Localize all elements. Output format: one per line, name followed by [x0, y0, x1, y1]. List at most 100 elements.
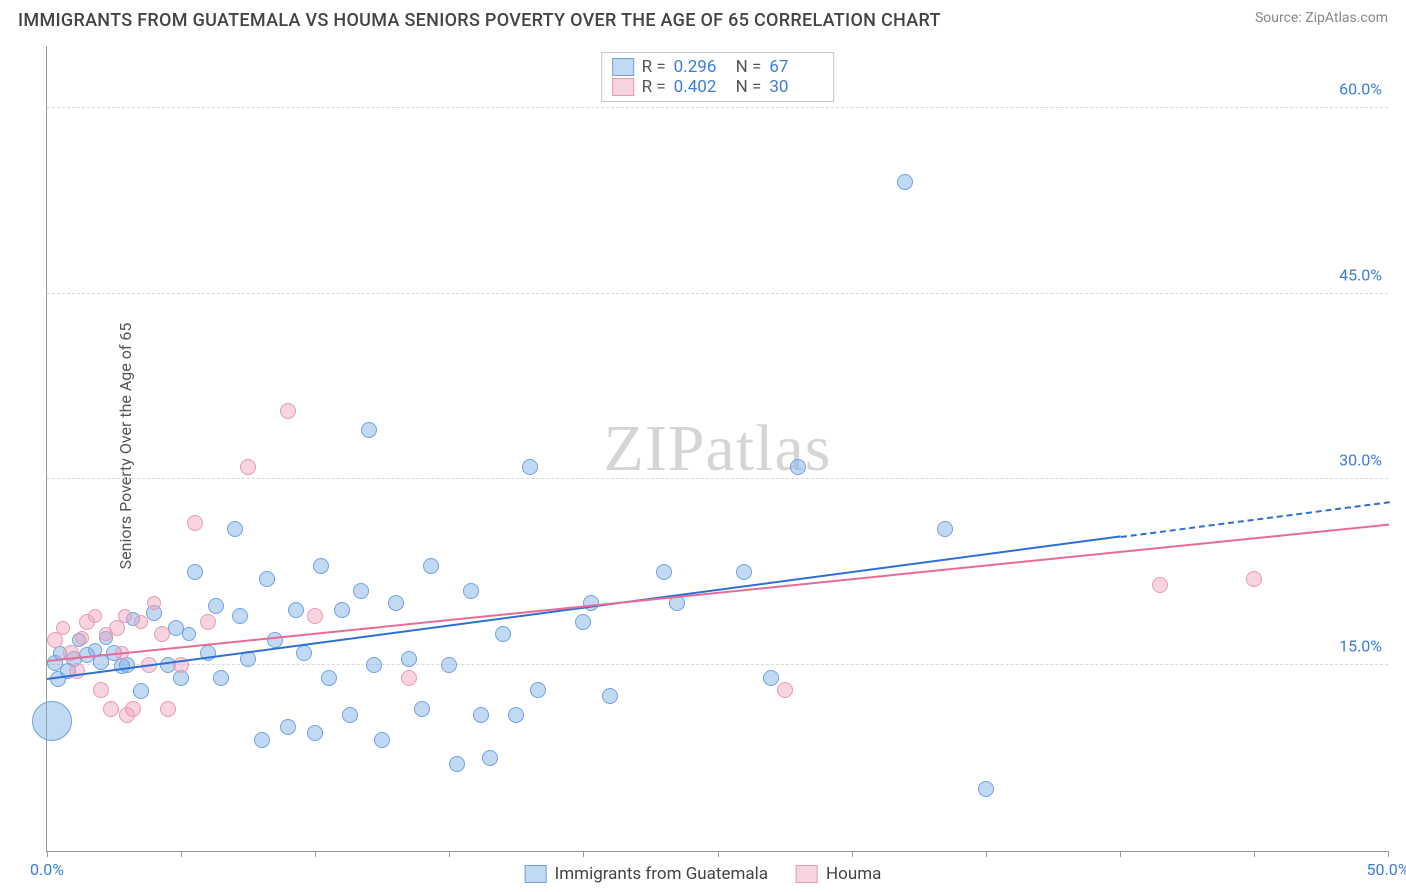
y-tick-label: 60.0% [1339, 79, 1382, 98]
data-point-guatemala [374, 732, 390, 748]
data-point-guatemala [208, 598, 224, 614]
n-label: N = [736, 77, 762, 97]
data-point-guatemala [530, 682, 546, 698]
x-tick [1120, 851, 1121, 857]
data-point-guatemala [366, 657, 382, 673]
r-value-houma: 0.402 [674, 77, 728, 97]
data-point-guatemala [495, 626, 511, 642]
n-value-houma: 30 [769, 77, 823, 97]
data-point-guatemala [388, 595, 404, 611]
data-point-guatemala [473, 707, 489, 723]
y-tick-label: 15.0% [1339, 637, 1382, 656]
data-point-guatemala [449, 756, 465, 772]
n-label: N = [736, 57, 762, 77]
data-point-houma [147, 596, 161, 610]
x-tick [315, 851, 316, 857]
x-tick [1388, 851, 1389, 857]
source-value: ZipAtlas.com [1305, 10, 1388, 26]
swatch-houma-icon [612, 78, 634, 96]
x-tick [47, 851, 48, 857]
data-point-guatemala [321, 670, 337, 686]
legend-label-guatemala: Immigrants from Guatemala [555, 864, 768, 884]
y-tick-label: 30.0% [1339, 451, 1382, 470]
x-tick-label: 0.0% [30, 860, 64, 879]
data-point-houma [118, 609, 132, 623]
data-point-guatemala [133, 683, 149, 699]
data-point-guatemala [227, 521, 243, 537]
data-point-guatemala [790, 459, 806, 475]
data-point-guatemala [187, 564, 203, 580]
trend-line-houma [47, 523, 1389, 661]
data-point-houma [240, 459, 256, 475]
data-point-guatemala [937, 521, 953, 537]
data-point-guatemala [307, 725, 323, 741]
source-prefix: Source: [1255, 10, 1305, 26]
legend-item-guatemala: Immigrants from Guatemala [525, 864, 768, 884]
data-point-houma [103, 701, 119, 717]
data-point-guatemala [334, 602, 350, 618]
data-point-guatemala [254, 732, 270, 748]
gridline [47, 293, 1388, 294]
data-point-guatemala [414, 701, 430, 717]
data-point-houma [200, 614, 216, 630]
data-point-guatemala [353, 583, 369, 599]
data-point-guatemala [361, 422, 377, 438]
data-point-houma [154, 626, 170, 642]
data-point-houma [307, 608, 323, 624]
r-label: R = [642, 57, 666, 77]
legend-label-houma: Houma [826, 864, 881, 884]
data-point-houma [56, 621, 70, 635]
data-point-houma [160, 701, 176, 717]
swatch-guatemala-icon [612, 58, 634, 76]
data-point-houma [777, 682, 793, 698]
data-point-guatemala [32, 701, 72, 741]
data-point-guatemala [736, 564, 752, 580]
data-point-guatemala [897, 174, 913, 190]
x-tick [852, 851, 853, 857]
watermark-bold: ZIP [604, 412, 706, 485]
x-tick [583, 851, 584, 857]
data-point-guatemala [482, 750, 498, 766]
data-point-guatemala [978, 781, 994, 797]
data-point-guatemala [575, 614, 591, 630]
trend-line-extension-guatemala [1120, 501, 1389, 538]
data-point-houma [280, 403, 296, 419]
source-label: Source: ZipAtlas.com [1255, 10, 1388, 26]
data-point-guatemala [441, 657, 457, 673]
gridline [47, 107, 1388, 108]
x-tick [449, 851, 450, 857]
r-label: R = [642, 77, 666, 97]
data-point-houma [93, 682, 109, 698]
stats-legend: R = 0.296 N = 67 R = 0.402 N = 30 [601, 52, 835, 102]
data-point-houma [401, 670, 417, 686]
data-point-houma [1152, 577, 1168, 593]
data-point-houma [88, 609, 102, 623]
data-point-houma [1246, 571, 1262, 587]
data-point-guatemala [342, 707, 358, 723]
data-point-guatemala [401, 651, 417, 667]
data-point-guatemala [522, 459, 538, 475]
n-value-guatemala: 67 [769, 57, 823, 77]
x-tick [718, 851, 719, 857]
data-point-guatemala [763, 670, 779, 686]
watermark: ZIPatlas [604, 411, 832, 487]
x-tick-label: 50.0% [1367, 860, 1406, 879]
legend-item-houma: Houma [796, 864, 881, 884]
data-point-guatemala [182, 627, 196, 641]
y-tick-label: 45.0% [1339, 265, 1382, 284]
watermark-thin: atlas [706, 412, 832, 485]
data-point-guatemala [280, 719, 296, 735]
data-point-guatemala [602, 688, 618, 704]
x-tick [1254, 851, 1255, 857]
data-point-guatemala [288, 602, 304, 618]
data-point-houma [134, 615, 148, 629]
data-point-guatemala [463, 583, 479, 599]
swatch-guatemala-icon [525, 865, 547, 883]
x-tick [986, 851, 987, 857]
gridline [47, 478, 1388, 479]
r-value-guatemala: 0.296 [674, 57, 728, 77]
swatch-houma-icon [796, 865, 818, 883]
stats-row-houma: R = 0.402 N = 30 [612, 77, 824, 97]
data-point-guatemala [313, 558, 329, 574]
stats-row-guatemala: R = 0.296 N = 67 [612, 57, 824, 77]
